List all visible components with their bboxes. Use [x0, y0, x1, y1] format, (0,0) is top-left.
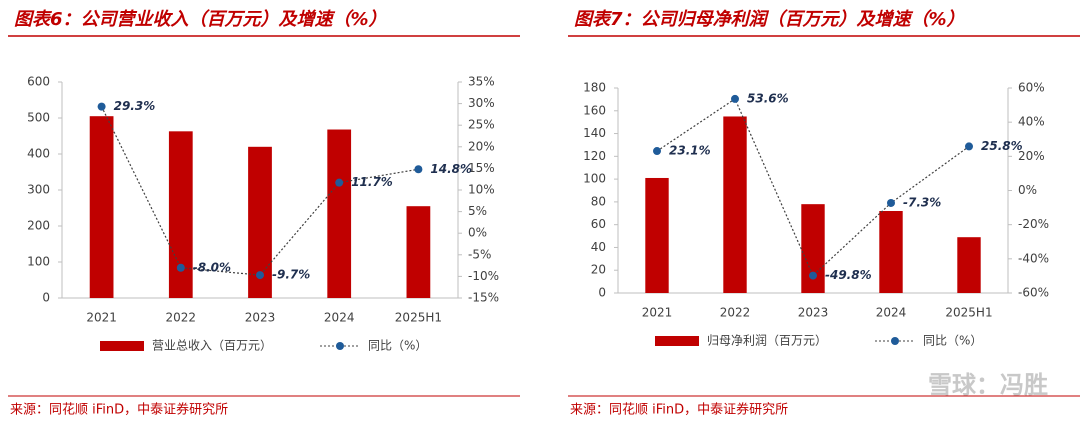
x-tick-label: 2025H1 [395, 311, 442, 325]
y-tick-label: 60 [591, 217, 606, 231]
y2-tick-label: 30% [468, 96, 495, 110]
watermark: 雪球：冯胜 [928, 371, 1048, 399]
y-tick-label: 180 [583, 81, 606, 95]
y2-tick-label: -60% [1018, 286, 1049, 300]
bar [89, 116, 114, 298]
bar [723, 116, 747, 293]
y2-tick-label: 5% [468, 204, 487, 218]
x-tick-label: 2022 [166, 311, 197, 325]
legend-marker [891, 337, 899, 345]
y-tick-label: 140 [583, 126, 606, 140]
point [809, 271, 817, 280]
x-tick-label: 2022 [720, 306, 751, 320]
value-label: -8.0% [193, 260, 231, 274]
y2-tick-label: -5% [468, 247, 491, 261]
bar [248, 146, 272, 298]
y2-tick-label: 20% [468, 139, 495, 153]
y-tick-label: 500 [27, 111, 50, 125]
x-tick-label: 2024 [324, 311, 355, 325]
y-tick-label: 80 [591, 194, 606, 208]
bar [327, 129, 352, 298]
x-tick-label: 2025H1 [945, 306, 992, 320]
y2-tick-label: 10% [468, 183, 495, 197]
x-tick-label: 2023 [798, 306, 829, 320]
bar [957, 237, 981, 293]
y2-tick-label: 35% [468, 75, 495, 89]
bar [879, 211, 903, 293]
y2-tick-label: -10% [468, 269, 499, 283]
value-label: -49.8% [825, 268, 872, 282]
y2-tick-label: 40% [1018, 115, 1045, 129]
bar [406, 206, 431, 298]
legend-label: 营业总收入（百万元） [152, 339, 272, 353]
chart-title: 图表7：公司归母净利润（百万元）及增速（%） [574, 9, 965, 30]
legend-label: 同比（%） [923, 334, 982, 348]
y2-tick-label: 15% [468, 161, 495, 175]
source: 来源：同花顺 iFinD，中泰证券研究所 [10, 402, 228, 418]
y-tick-label: 400 [27, 147, 50, 161]
legend-label: 同比（%） [368, 339, 427, 353]
y-tick-label: 300 [27, 183, 50, 197]
bar [168, 131, 193, 298]
y-tick-label: 0 [598, 286, 606, 300]
legend-swatch [655, 336, 699, 346]
x-tick-label: 2023 [245, 311, 276, 325]
bar [801, 204, 825, 293]
point [335, 178, 344, 187]
y2-tick-label: 25% [468, 118, 495, 132]
y-tick-label: 20 [591, 263, 606, 277]
point [414, 165, 423, 174]
y2-tick-label: -20% [1018, 217, 1049, 231]
x-tick-label: 2024 [876, 306, 907, 320]
y-tick-label: 120 [583, 149, 606, 163]
y-tick-label: 100 [583, 172, 606, 186]
point [965, 142, 973, 151]
legend-marker [336, 342, 344, 350]
value-label: -7.3% [903, 195, 941, 209]
y2-tick-label: -40% [1018, 251, 1049, 265]
y-tick-label: 100 [27, 255, 50, 269]
value-label: 14.8% [430, 162, 472, 176]
y2-tick-label: 20% [1018, 149, 1045, 163]
value-label: 53.6% [747, 91, 789, 105]
y2-tick-label: -15% [468, 291, 499, 305]
y-tick-label: 0 [42, 291, 50, 305]
y-tick-label: 160 [583, 103, 606, 117]
value-label: 25.8% [981, 139, 1023, 153]
point [887, 198, 895, 207]
y-tick-label: 200 [27, 219, 50, 233]
point [731, 94, 739, 103]
y-tick-label: 40 [591, 240, 606, 254]
value-label: 29.3% [114, 99, 156, 113]
chart-title: 图表6：公司营业收入（百万元）及增速（%） [14, 9, 387, 30]
point [653, 147, 661, 156]
value-label: 11.7% [351, 175, 393, 189]
point [176, 263, 185, 272]
x-tick-label: 2021 [86, 311, 117, 325]
value-label: 23.1% [669, 144, 711, 158]
y2-tick-label: 0% [468, 226, 487, 240]
point [256, 271, 264, 280]
source: 来源：同花顺 iFinD，中泰证券研究所 [570, 402, 788, 418]
value-label: -9.7% [272, 268, 310, 282]
legend-label: 归母净利润（百万元） [707, 334, 827, 348]
y2-tick-label: 0% [1018, 183, 1037, 197]
bar [645, 177, 669, 293]
y2-tick-label: 60% [1018, 81, 1045, 95]
y-tick-label: 600 [27, 75, 50, 89]
line [656, 98, 970, 277]
legend-swatch [100, 341, 144, 351]
x-tick-label: 2021 [642, 306, 673, 320]
point [97, 102, 106, 111]
